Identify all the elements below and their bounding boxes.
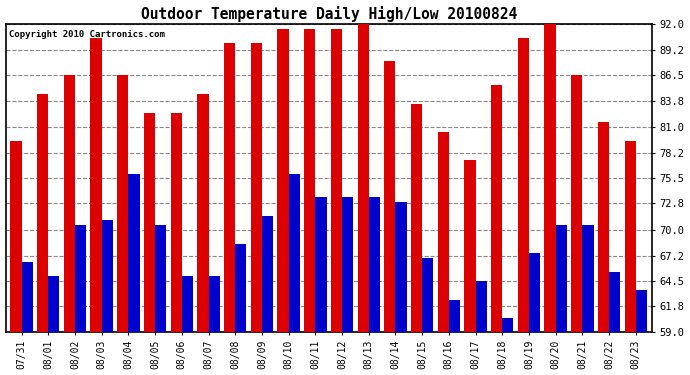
Bar bbox=[449, 300, 460, 332]
Bar bbox=[170, 113, 181, 332]
Bar bbox=[342, 197, 353, 332]
Bar bbox=[208, 276, 219, 332]
Bar bbox=[357, 20, 368, 332]
Bar bbox=[90, 38, 101, 332]
Bar bbox=[48, 276, 59, 332]
Bar bbox=[155, 225, 166, 332]
Bar bbox=[571, 75, 582, 332]
Bar bbox=[368, 197, 380, 332]
Bar bbox=[315, 197, 326, 332]
Bar bbox=[63, 75, 75, 332]
Bar bbox=[144, 113, 155, 332]
Bar bbox=[544, 20, 555, 332]
Bar bbox=[331, 29, 342, 332]
Bar bbox=[181, 276, 193, 332]
Bar bbox=[529, 253, 540, 332]
Bar bbox=[197, 94, 208, 332]
Bar bbox=[464, 160, 475, 332]
Bar bbox=[117, 75, 128, 332]
Bar bbox=[384, 62, 395, 332]
Bar bbox=[288, 174, 300, 332]
Bar bbox=[21, 262, 33, 332]
Bar bbox=[437, 132, 449, 332]
Bar bbox=[635, 290, 647, 332]
Bar bbox=[395, 202, 406, 332]
Bar bbox=[128, 174, 139, 332]
Bar bbox=[582, 225, 593, 332]
Bar bbox=[277, 29, 288, 332]
Text: Copyright 2010 Cartronics.com: Copyright 2010 Cartronics.com bbox=[9, 30, 165, 39]
Bar bbox=[75, 225, 86, 332]
Bar bbox=[422, 258, 433, 332]
Bar bbox=[10, 141, 21, 332]
Bar bbox=[624, 141, 635, 332]
Bar bbox=[502, 318, 513, 332]
Bar bbox=[598, 122, 609, 332]
Bar bbox=[304, 29, 315, 332]
Bar bbox=[609, 272, 620, 332]
Bar bbox=[235, 244, 246, 332]
Bar bbox=[37, 94, 48, 332]
Bar bbox=[250, 43, 262, 332]
Bar bbox=[101, 220, 113, 332]
Bar bbox=[491, 85, 502, 332]
Bar bbox=[411, 104, 422, 332]
Title: Outdoor Temperature Daily High/Low 20100824: Outdoor Temperature Daily High/Low 20100… bbox=[141, 6, 517, 21]
Bar bbox=[224, 43, 235, 332]
Bar bbox=[555, 225, 567, 332]
Bar bbox=[262, 216, 273, 332]
Bar bbox=[518, 38, 529, 332]
Bar bbox=[475, 281, 486, 332]
